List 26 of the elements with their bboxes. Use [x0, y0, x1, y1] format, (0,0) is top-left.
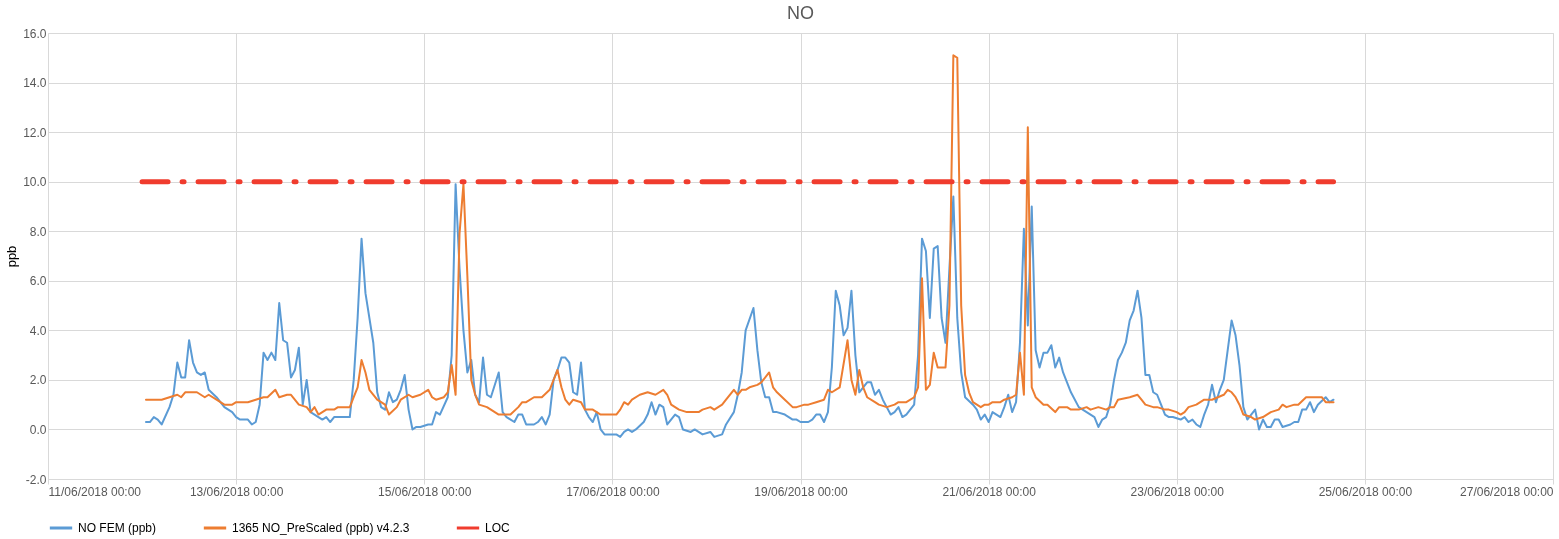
- y-tick-label: 16.0: [23, 26, 47, 41]
- y-tick-label: -2.0: [25, 472, 47, 487]
- y-tick-label: 14.0: [23, 76, 47, 91]
- chart-title: NO: [787, 3, 814, 23]
- y-tick-label: 12.0: [23, 125, 47, 140]
- x-tick-label: 27/06/2018 00:00: [1460, 484, 1554, 499]
- x-tick-label: 11/06/2018 00:00: [48, 484, 142, 499]
- y-tick-label: 2.0: [29, 373, 47, 388]
- x-tick-label: 23/06/2018 00:00: [1130, 484, 1225, 499]
- y-tick-label: 10.0: [23, 175, 47, 190]
- x-tick-label: 15/06/2018 00:00: [378, 484, 472, 499]
- line-series: [144, 183, 1335, 438]
- legend-label: 1365 NO_PreScaled (ppb) v4.2.3: [232, 521, 410, 535]
- x-tick-label: 17/06/2018 00:00: [566, 484, 660, 499]
- x-tick-label: 19/06/2018 00:00: [754, 484, 849, 499]
- x-tick-label: 13/06/2018 00:00: [189, 484, 284, 499]
- y-tick-label: 8.0: [29, 224, 47, 239]
- y-tick-label: 0.0: [29, 422, 47, 437]
- y-tick-label: 4.0: [29, 323, 47, 338]
- line-series: [144, 54, 1335, 421]
- legend-label: LOC: [485, 521, 511, 535]
- x-tick-label: 21/06/2018 00:00: [942, 484, 1037, 499]
- y-tick-label: 6.0: [29, 274, 47, 289]
- y-axis-title: ppb: [4, 245, 20, 268]
- legend-label: NO FEM (ppb): [78, 521, 157, 535]
- x-tick-label: 25/06/2018 00:00: [1318, 484, 1413, 499]
